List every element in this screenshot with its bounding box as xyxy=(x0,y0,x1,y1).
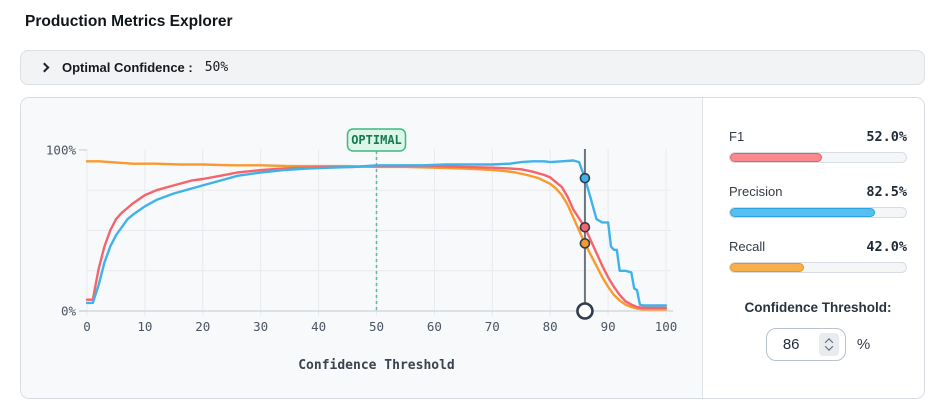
f1-progressbar-fill xyxy=(730,153,822,162)
series-line-recall xyxy=(85,160,668,311)
precision-progressbar xyxy=(729,207,907,218)
chart-section: 0% 100% 0 10 20 30 40 50 60 70 80 90 100 Confidence T… xyxy=(21,98,703,398)
threshold-marker-recall xyxy=(579,238,591,249)
x-tick-label: 0 xyxy=(83,319,91,334)
x-tick-label: 100 xyxy=(655,319,678,334)
metric-label: Recall xyxy=(729,239,766,254)
metric-value: 42.0% xyxy=(866,239,907,255)
optimal-badge-label: OPTIMAL xyxy=(351,133,402,147)
series-line-f1 xyxy=(85,164,668,310)
threshold-label: Confidence Threshold: xyxy=(744,300,892,315)
x-tick-label: 40 xyxy=(311,319,326,334)
recall-progressbar-fill xyxy=(730,263,804,272)
metric-row-precision: Precision 82.5% xyxy=(729,184,907,218)
x-tick-label: 20 xyxy=(195,319,210,334)
series-line-precision xyxy=(85,159,668,307)
metric-value: 52.0% xyxy=(866,129,907,145)
x-tick-label: 90 xyxy=(601,319,616,334)
metrics-side-panel: F1 52.0% Precision 82.5% Recall 42.0% xyxy=(703,98,924,398)
recall-progressbar xyxy=(729,262,907,273)
threshold-marker-precision xyxy=(579,172,591,184)
x-tick-label: 50 xyxy=(369,319,384,334)
threshold-marker-f1 xyxy=(579,221,591,233)
accordion-value: 50% xyxy=(204,60,229,75)
y-tick-label: 0% xyxy=(61,304,77,319)
x-tick-label: 60 xyxy=(427,319,442,334)
threshold-control-block: Confidence Threshold: % xyxy=(729,300,907,361)
x-tick-label: 10 xyxy=(137,319,152,334)
metric-value: 82.5% xyxy=(866,184,907,200)
page-title: Production Metrics Explorer xyxy=(25,13,233,30)
metric-label: Precision xyxy=(729,184,783,199)
metric-row-recall: Recall 42.0% xyxy=(729,239,907,273)
precision-progressbar-fill xyxy=(730,208,876,217)
optimal-badge xyxy=(346,128,407,152)
confidence-threshold-chart[interactable]: 0% 100% 0 10 20 30 40 50 60 70 80 90 100 Confidence T… xyxy=(21,98,703,398)
metric-label: F1 xyxy=(729,129,745,144)
x-tick-label: 70 xyxy=(485,319,500,334)
stepper-buttons[interactable] xyxy=(818,333,839,356)
metric-row-f1: F1 52.0% xyxy=(729,129,907,163)
chevron-right-icon xyxy=(39,62,50,73)
metrics-explorer-card: 0% 100% 0 10 20 30 40 50 60 70 80 90 100 Confidence T… xyxy=(20,97,925,399)
percent-unit-label: % xyxy=(856,336,871,353)
f1-progressbar xyxy=(729,152,907,163)
optimal-confidence-accordion[interactable]: Optimal Confidence : 50% xyxy=(20,50,925,85)
threshold-drag-handle[interactable] xyxy=(576,302,594,320)
x-axis-title: Confidence Threshold xyxy=(298,358,455,373)
accordion-label: Optimal Confidence : xyxy=(62,60,193,75)
y-tick-label: 100% xyxy=(46,143,77,158)
x-tick-label: 30 xyxy=(253,319,268,334)
x-tick-label: 80 xyxy=(543,319,558,334)
